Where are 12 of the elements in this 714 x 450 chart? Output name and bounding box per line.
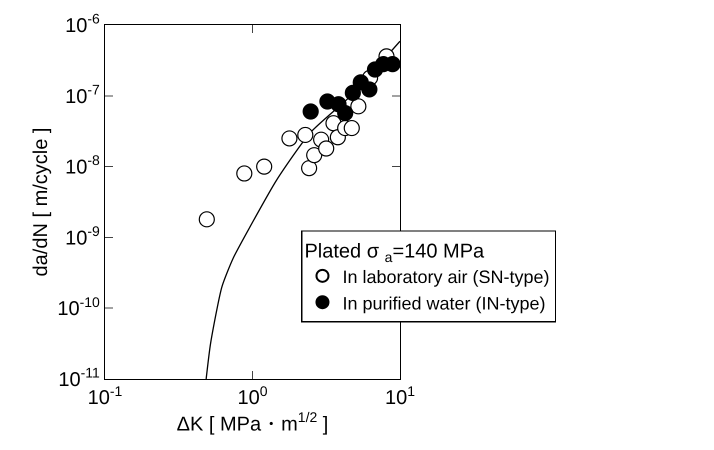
x-tick-label: 10$^{0}$ (237, 382, 268, 410)
y-axis-title: da/dN [ m/cycle ] (30, 128, 52, 276)
legend-label: In purified water (IN-type) (342, 293, 546, 314)
y-tick-label: 10$^{-8}$ (65, 152, 100, 179)
x-axis-title: ΔK [ MPa・m$^{1/2}$ ] (176, 409, 328, 436)
legend-label: In laboratory air (SN-type) (342, 266, 550, 287)
y-tick-label: 10$^{-9}$ (65, 223, 100, 250)
y-tick-label: 10$^{-6}$ (65, 10, 100, 37)
x-tick-label: 10$^{1}$ (384, 382, 416, 410)
y-tick-label: 10$^{-7}$ (65, 81, 100, 108)
y-tick-label: 10$^{-10}$ (57, 294, 100, 320)
legend-title: Plated σ $_{a}$=140 MPa (304, 240, 486, 265)
